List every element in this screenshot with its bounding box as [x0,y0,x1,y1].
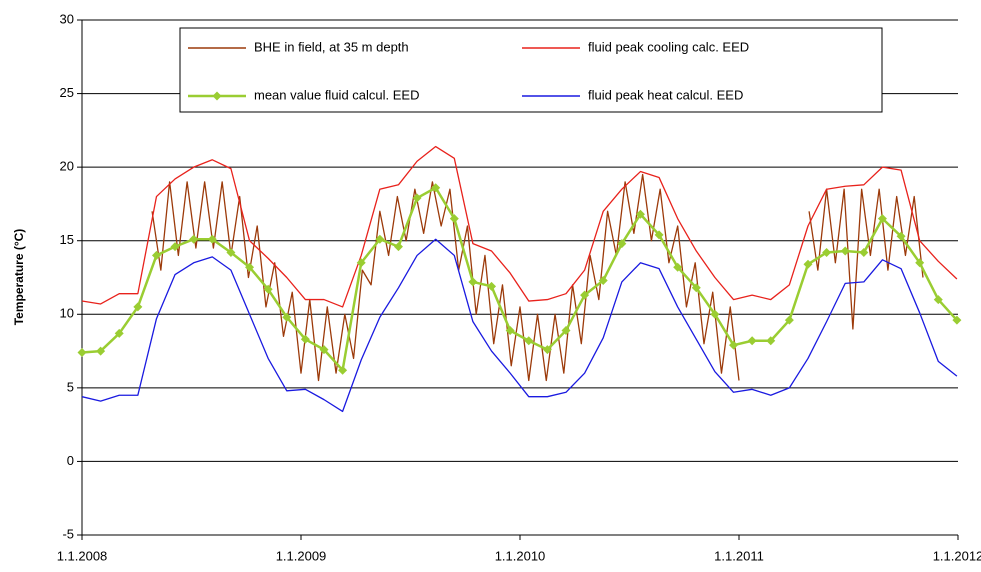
marker [877,214,887,224]
marker [300,334,310,344]
marker [133,302,143,312]
marker [840,246,850,256]
marker [952,315,962,325]
marker [803,259,813,269]
marker [822,247,832,257]
x-tick-label: 1.1.2011 [714,548,764,563]
legend-label: fluid peak cooling calc. EED [588,39,749,54]
legend-label: BHE in field, at 35 m depth [254,39,409,54]
marker [859,247,869,257]
x-tick-label: 1.1.2008 [57,548,108,563]
marker [449,214,459,224]
marker [542,345,552,355]
marker [580,290,590,300]
marker [915,258,925,268]
y-tick-label: -5 [62,526,74,541]
marker [487,281,497,291]
series-line [81,238,958,413]
marker [747,336,757,346]
marker [356,258,366,268]
marker [375,234,385,244]
marker [561,325,571,335]
marker [170,242,180,252]
y-tick-label: 30 [60,11,74,26]
marker [784,315,794,325]
x-tick-label: 1.1.2010 [495,548,546,563]
marker [896,231,906,241]
marker [524,336,534,346]
y-axis-label: Temperature (°C) [12,229,26,326]
x-tick-label: 1.1.2012 [933,548,981,563]
marker [114,328,124,338]
marker [673,262,683,272]
legend-label: mean value fluid calcul. EED [254,87,419,102]
y-tick-label: 15 [60,232,74,247]
y-tick-label: 5 [67,379,74,394]
y-tick-label: 20 [60,159,74,174]
marker [207,234,217,244]
marker [319,345,329,355]
marker [933,295,943,305]
marker [766,336,776,346]
marker [431,183,441,193]
marker [617,239,627,249]
y-tick-label: 25 [60,85,74,100]
x-tick-label: 1.1.2009 [276,548,327,563]
marker [412,193,422,203]
marker [710,309,720,319]
legend-marker [212,91,222,101]
legend-label: fluid peak heat calcul. EED [588,87,743,102]
series-line [808,188,924,330]
series-line [81,145,958,308]
marker [151,250,161,260]
series-line [81,186,958,372]
marker [263,284,273,294]
marker [691,283,701,293]
y-tick-label: 0 [67,453,74,468]
legend-box [179,27,883,113]
y-tick-label: 10 [60,306,74,321]
marker [189,234,199,244]
marker [729,340,739,350]
marker [654,230,664,240]
marker [77,348,87,358]
marker [635,209,645,219]
marker [505,325,515,335]
marker [282,312,292,322]
marker [245,262,255,272]
marker [338,365,348,375]
marker [96,346,106,356]
marker [598,275,608,285]
marker [226,247,236,257]
marker [393,242,403,252]
marker [468,277,478,287]
